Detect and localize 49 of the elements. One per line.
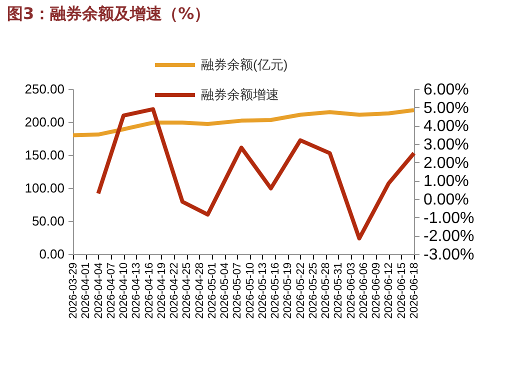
x-tick-label: 2026-05-01 bbox=[206, 262, 218, 319]
y-tick-label: 200.00 bbox=[24, 114, 64, 130]
y2-tick-label: 5.00% bbox=[424, 100, 469, 117]
x-tick-label: 2026-06-12 bbox=[383, 262, 396, 319]
y2-tick-label: 1.00% bbox=[424, 173, 469, 190]
x-tick-label: 2026-04-28 bbox=[194, 262, 206, 319]
chart-title: 图3：融券余额及增速（%） bbox=[7, 4, 210, 25]
x-tick-label: 2026-03-29 bbox=[68, 262, 80, 319]
x-tick-label: 2026-05-10 bbox=[244, 262, 256, 319]
x-tick-label: 2026-04-16 bbox=[143, 262, 156, 319]
x-tick-label: 2026-04-07 bbox=[105, 262, 118, 319]
legend-label: 融券余额(亿元) bbox=[201, 57, 288, 72]
x-tick-label: 2026-04-13 bbox=[130, 262, 143, 319]
x-tick-label: 2026-06-18 bbox=[408, 262, 420, 319]
y2-tick-label: 3.00% bbox=[424, 136, 469, 154]
x-tick-label: 2026-06-06 bbox=[358, 262, 370, 319]
y-tick-label: 250.00 bbox=[24, 82, 64, 96]
legend-label: 融券余额增速 bbox=[201, 87, 279, 102]
x-tick-label: 2026-04-25 bbox=[181, 262, 194, 319]
y2-tick-label: 0.00% bbox=[424, 192, 469, 208]
y2-tick-label: 4.00% bbox=[424, 118, 469, 136]
line-series bbox=[96, 107, 416, 240]
x-tick-label: 2026-04-19 bbox=[156, 262, 168, 319]
x-tick-label: 2026-05-16 bbox=[270, 262, 282, 319]
y-tick-label: 50.00 bbox=[32, 214, 64, 228]
x-tick-label: 2026-05-25 bbox=[307, 262, 320, 319]
x-tick-label: 2026-05-22 bbox=[294, 262, 307, 319]
line-series bbox=[71, 108, 416, 138]
y2-tick-label: -2.00% bbox=[424, 228, 474, 246]
x-tick-label: 2026-05-28 bbox=[320, 262, 332, 319]
x-tick-label: 2026-04-10 bbox=[118, 262, 130, 319]
y-tick-label: 150.00 bbox=[24, 148, 64, 162]
y2-tick-label: -3.00% bbox=[424, 246, 474, 264]
x-tick-label: 2026-06-15 bbox=[396, 262, 408, 319]
y2-tick-label: -1.00% bbox=[424, 210, 474, 227]
x-tick-label: 2026-05-31 bbox=[332, 262, 345, 319]
x-tick-label: 2026-06-09 bbox=[370, 262, 383, 319]
x-tick-label: 2026-05-19 bbox=[282, 262, 294, 319]
x-tick-label: 2026-05-13 bbox=[256, 262, 269, 319]
x-tick-label: 2026-04-22 bbox=[168, 262, 181, 319]
x-tick-label: 2026-05-07 bbox=[232, 262, 244, 319]
x-tick-label: 2026-05-04 bbox=[219, 262, 232, 319]
y-tick-label: 0.00 bbox=[39, 246, 64, 262]
y2-tick-label: 6.00% bbox=[424, 82, 469, 98]
x-tick-label: 2026-04-01 bbox=[80, 262, 92, 319]
x-tick-label: 2026-06-03 bbox=[345, 262, 358, 319]
y-tick-label: 100.00 bbox=[24, 180, 64, 196]
x-tick-label: 2026-04-04 bbox=[92, 262, 105, 319]
y2-tick-label: 2.00% bbox=[424, 154, 469, 172]
